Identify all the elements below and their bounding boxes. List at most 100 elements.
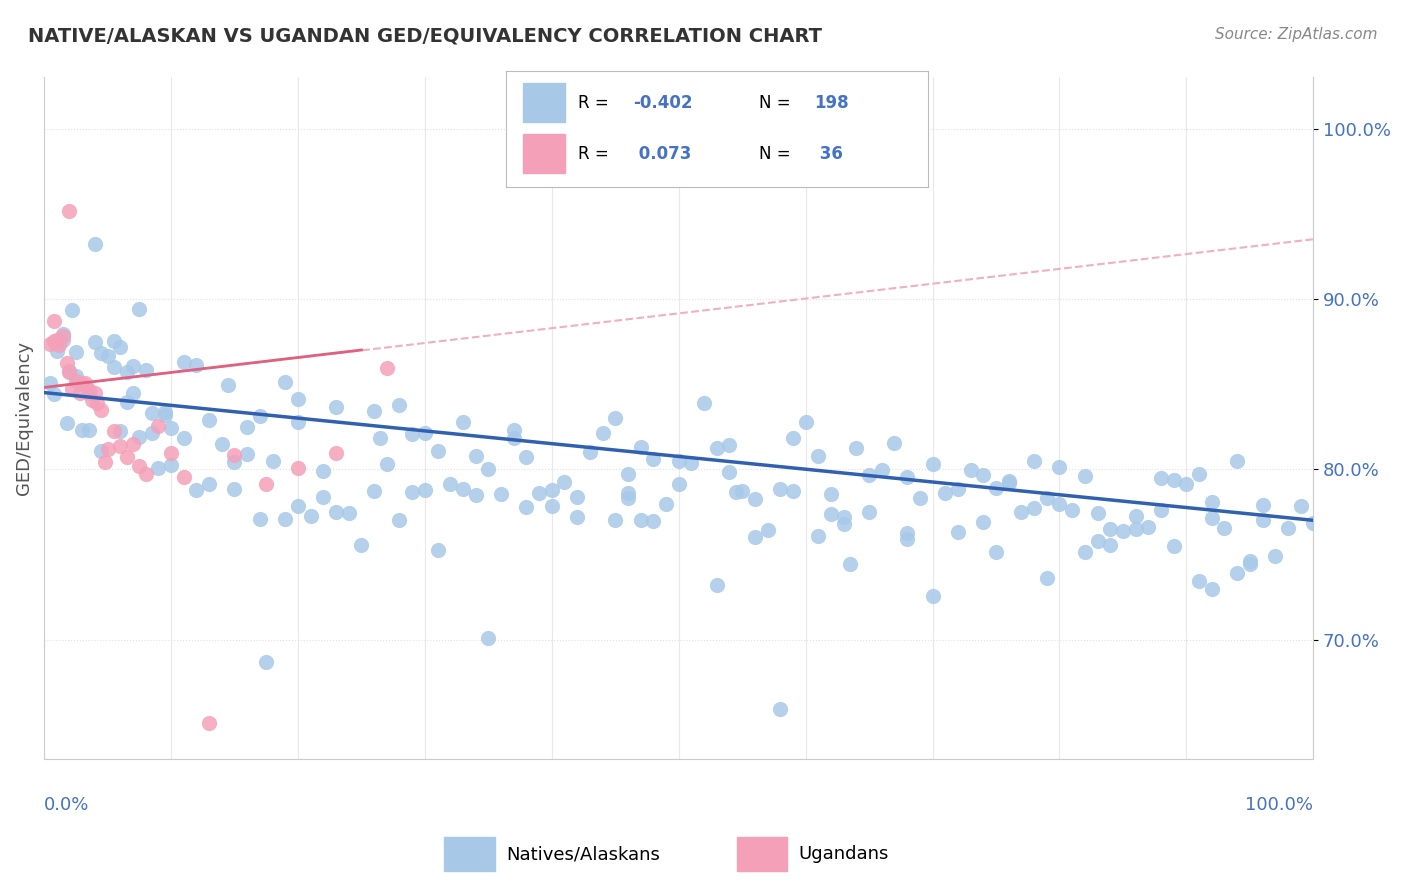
Point: [1022, 454, 1045, 468]
Point: [39, 337, 62, 351]
Point: [70, 376, 93, 391]
Point: [39, 376, 62, 391]
Point: [565, 509, 588, 524]
Point: [668, 477, 690, 491]
Point: [52, 333, 75, 347]
Bar: [444, 837, 495, 871]
Text: NATIVE/ALASKAN VS UGANDAN GED/EQUIVALENCY CORRELATION CHART: NATIVE/ALASKAN VS UGANDAN GED/EQUIVALENC…: [28, 27, 823, 45]
Point: [706, 442, 728, 456]
Point: [858, 505, 880, 519]
Point: [1099, 538, 1122, 552]
Point: [426, 543, 449, 558]
Text: 198: 198: [814, 94, 849, 112]
Point: [1264, 549, 1286, 563]
Point: [110, 439, 132, 453]
Point: [1010, 505, 1032, 519]
Point: [312, 464, 335, 478]
Point: [90, 345, 112, 359]
Point: [186, 359, 208, 373]
Point: [451, 415, 474, 429]
Bar: [523, 134, 565, 173]
Bar: [737, 837, 787, 871]
Point: [1239, 553, 1261, 567]
Point: [984, 545, 1007, 559]
Point: [515, 500, 537, 514]
Point: [782, 483, 804, 498]
Point: [1137, 519, 1160, 533]
Point: [52, 326, 75, 341]
Point: [870, 463, 893, 477]
Point: [439, 476, 461, 491]
Point: [249, 409, 271, 424]
Point: [115, 450, 138, 464]
Point: [1163, 473, 1185, 487]
Point: [820, 487, 842, 501]
Point: [959, 463, 981, 477]
Point: [605, 410, 627, 425]
Point: [77, 423, 100, 437]
Point: [413, 483, 436, 498]
Point: [83, 236, 105, 251]
Point: [782, 431, 804, 445]
Point: [186, 483, 208, 498]
Point: [110, 424, 132, 438]
Point: [502, 431, 524, 445]
Point: [363, 483, 385, 498]
Point: [122, 385, 145, 400]
Text: 0.0%: 0.0%: [44, 797, 90, 814]
Point: [1188, 467, 1211, 481]
Point: [489, 487, 512, 501]
Point: [820, 507, 842, 521]
Point: [1289, 499, 1312, 513]
Point: [1062, 502, 1084, 516]
Text: Source: ZipAtlas.com: Source: ZipAtlas.com: [1215, 27, 1378, 42]
Point: [718, 438, 741, 452]
Point: [839, 557, 862, 571]
Point: [896, 469, 918, 483]
Text: Ugandans: Ugandans: [799, 845, 889, 863]
Point: [82, 393, 104, 408]
Point: [1201, 510, 1223, 524]
Point: [502, 423, 524, 437]
Point: [794, 416, 817, 430]
Point: [668, 454, 690, 468]
Point: [148, 461, 170, 475]
Point: [217, 377, 239, 392]
Point: [997, 474, 1019, 488]
Point: [1087, 533, 1109, 548]
Point: [363, 404, 385, 418]
Point: [44, 314, 66, 328]
Text: 0.073: 0.073: [633, 145, 692, 162]
Text: N =: N =: [759, 94, 796, 112]
Point: [160, 458, 183, 472]
Point: [972, 515, 994, 529]
Point: [477, 462, 499, 476]
Bar: [523, 83, 565, 122]
Point: [706, 577, 728, 591]
Point: [65, 344, 87, 359]
Point: [832, 510, 855, 524]
Point: [236, 419, 259, 434]
Point: [1188, 574, 1211, 588]
Point: [73, 376, 96, 391]
Point: [617, 491, 640, 505]
Point: [724, 485, 747, 500]
Point: [883, 436, 905, 450]
Point: [58, 366, 80, 380]
Point: [1112, 524, 1135, 538]
Point: [375, 457, 398, 471]
Point: [1087, 507, 1109, 521]
Point: [896, 532, 918, 546]
Point: [921, 458, 943, 472]
Point: [401, 426, 423, 441]
Point: [90, 444, 112, 458]
Point: [1201, 582, 1223, 596]
Point: [90, 403, 112, 417]
Point: [325, 400, 347, 414]
Point: [160, 445, 183, 459]
Text: 36: 36: [814, 145, 844, 162]
Point: [198, 715, 221, 730]
Point: [896, 525, 918, 540]
Point: [58, 364, 80, 378]
Point: [579, 445, 602, 459]
